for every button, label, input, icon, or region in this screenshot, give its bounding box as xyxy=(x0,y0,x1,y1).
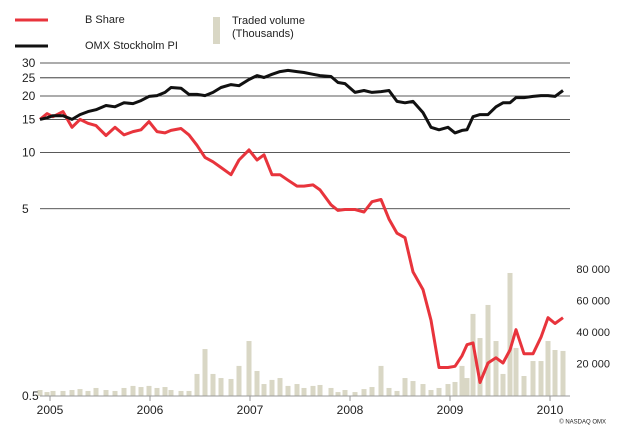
y-tick-label: 15 xyxy=(22,113,36,127)
volume-bar xyxy=(154,387,160,396)
y2-tick-label: 20 000 xyxy=(576,358,610,370)
volume-bar xyxy=(60,390,66,396)
legend-swatch xyxy=(213,17,220,44)
volume-bar xyxy=(246,341,252,396)
volume-bar xyxy=(218,378,224,396)
volume-bar xyxy=(500,373,506,396)
y-tick-label: 25 xyxy=(22,71,36,85)
y-tick-label: 0.5 xyxy=(22,389,39,403)
line-series xyxy=(39,68,564,135)
volume-bar xyxy=(138,387,144,396)
volume-bar xyxy=(485,304,491,396)
volume-bar xyxy=(386,387,392,396)
volume-bar xyxy=(369,387,375,396)
volume-bar xyxy=(507,272,513,396)
volume-bar xyxy=(93,387,99,396)
legend-label: B Share xyxy=(85,14,125,26)
volume-bar xyxy=(493,341,499,396)
volume-bar xyxy=(121,387,127,396)
volume-bar xyxy=(310,385,316,396)
volume-bar xyxy=(410,381,416,396)
volume-bar xyxy=(37,390,43,396)
volume-bar xyxy=(301,387,307,396)
volume-bar xyxy=(342,390,348,396)
volume-bar xyxy=(436,387,442,396)
volume-bar xyxy=(464,378,470,396)
legend-label: OMX Stockholm PI xyxy=(85,40,178,52)
volume-bar xyxy=(335,392,341,396)
volume-bar xyxy=(459,365,465,396)
y-tick-label: 30 xyxy=(22,56,36,70)
volume-bar xyxy=(254,370,260,396)
volume-bar xyxy=(394,390,400,396)
volume-bar xyxy=(168,390,174,396)
volume-bar xyxy=(44,392,50,396)
volume-bar xyxy=(470,313,476,396)
volume-bar xyxy=(50,390,56,396)
volume-bar xyxy=(162,387,168,396)
volume-bar xyxy=(269,379,275,396)
volume-bar xyxy=(560,350,566,396)
volume-bar xyxy=(513,347,519,396)
volume-bar xyxy=(552,350,558,396)
volume-bar xyxy=(445,384,451,396)
y2-tick-label: 40 000 xyxy=(576,327,610,339)
legend-label: Traded volume (Thousands) xyxy=(232,15,305,40)
volume-bar xyxy=(420,384,426,396)
x-tick-label: 2009 xyxy=(437,403,464,417)
volume-bar xyxy=(277,378,283,396)
x-tick-label: 2006 xyxy=(137,403,164,417)
y-tick-label: 5 xyxy=(22,202,29,216)
volume-bar xyxy=(261,384,267,396)
volume-bar xyxy=(194,373,200,396)
volume-bar xyxy=(317,384,323,396)
volume-bar xyxy=(328,387,334,396)
y2-tick-label: 80 000 xyxy=(576,264,610,276)
volume-bar xyxy=(545,341,551,396)
volume-bar xyxy=(210,373,216,396)
x-tick-label: 2008 xyxy=(337,403,364,417)
volume-bar xyxy=(538,361,544,396)
volume-bar xyxy=(77,389,83,396)
volume-bar xyxy=(236,365,242,396)
volume-bar xyxy=(521,375,527,396)
y-tick-label: 20 xyxy=(22,89,36,103)
volume-bar xyxy=(477,338,483,396)
volume-bar xyxy=(285,385,291,396)
volume-bar xyxy=(69,390,75,396)
volume-bar xyxy=(294,384,300,396)
volume-bar xyxy=(103,390,109,396)
source: © NASDAQ OMX xyxy=(559,419,606,426)
x-tick-label: 2010 xyxy=(537,403,564,417)
volume-bar xyxy=(202,349,208,396)
volume-bar xyxy=(352,392,358,396)
volume-bar xyxy=(378,365,384,396)
volume-bar xyxy=(130,385,136,396)
volume-bar xyxy=(402,378,408,396)
volume-bar xyxy=(452,381,458,396)
volume-bar xyxy=(361,389,367,396)
volume-bar xyxy=(228,378,234,396)
volume-bar xyxy=(146,385,152,396)
x-tick-label: 2007 xyxy=(237,403,264,417)
volume-bar xyxy=(112,390,118,396)
volume-bar xyxy=(85,390,91,396)
y2-tick-label: 60 000 xyxy=(576,295,610,307)
line-series xyxy=(39,110,564,384)
y-tick-label: 10 xyxy=(22,146,36,160)
volume-bar xyxy=(186,390,192,396)
volume-bar xyxy=(178,390,184,396)
volume-bar xyxy=(530,361,536,396)
volume-bar xyxy=(428,390,434,396)
x-tick-label: 2005 xyxy=(37,403,64,417)
